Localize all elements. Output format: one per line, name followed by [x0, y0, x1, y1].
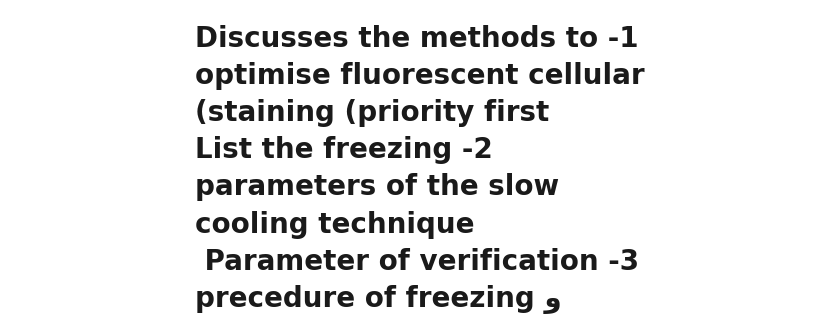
Text: parameters of the slow: parameters of the slow: [194, 174, 558, 201]
Text: Discusses the methods to -1: Discusses the methods to -1: [194, 25, 638, 53]
Text: List the freezing -2: List the freezing -2: [194, 136, 492, 164]
Text: optimise fluorescent cellular: optimise fluorescent cellular: [194, 62, 643, 90]
Text: (staining (priority first: (staining (priority first: [194, 99, 548, 127]
Text: precedure of freezing و: precedure of freezing و: [194, 285, 561, 314]
Text: cooling technique: cooling technique: [194, 211, 474, 239]
Text: Parameter of verification -3: Parameter of verification -3: [194, 248, 638, 276]
